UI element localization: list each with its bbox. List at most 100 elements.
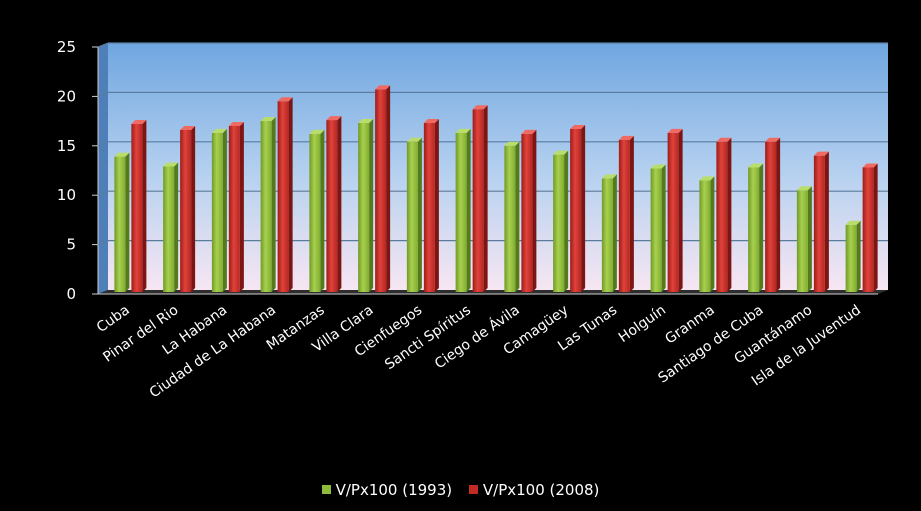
gridline-side: [97, 190, 109, 196]
bar-top: [423, 119, 439, 124]
bar-top: [131, 120, 147, 125]
legend-label-1993: V/Px100 (1993): [335, 481, 453, 499]
bar-side: [417, 137, 422, 292]
legend: V/Px100 (1993) V/Px100 (2008): [0, 481, 921, 499]
bars-group: [114, 85, 878, 293]
bar-side: [483, 105, 488, 292]
x-category-label: Cuba: [94, 302, 133, 336]
bar-2008: [326, 120, 338, 293]
gridline-side: [97, 141, 109, 147]
bar-2008: [716, 141, 728, 292]
bar-1993: [211, 132, 223, 292]
bar-side: [288, 97, 293, 293]
plot-floor: [98, 290, 888, 294]
bar-side: [678, 128, 683, 292]
bar-2008: [765, 141, 777, 292]
legend-swatch-2008: [468, 485, 478, 494]
bar-side: [727, 137, 732, 292]
gridline-side: [97, 240, 109, 246]
bar-side: [369, 119, 374, 292]
bar-side: [337, 116, 342, 293]
bar-1993: [601, 178, 613, 292]
bar-1993: [455, 132, 467, 292]
bar-1993: [650, 168, 662, 292]
bar-top: [765, 137, 781, 142]
bar-top: [716, 137, 732, 142]
bar-side: [824, 151, 829, 292]
legend-item-1993: V/Px100 (1993): [321, 481, 453, 499]
bar-2008: [423, 123, 435, 292]
bar-side: [515, 141, 520, 292]
bar-top: [260, 117, 276, 122]
bar-2008: [277, 101, 289, 293]
bar-top: [358, 119, 374, 124]
bar-2008: [472, 109, 484, 292]
gridline-side: [97, 42, 109, 48]
bar-top: [813, 151, 829, 156]
plot-side-wall: [98, 43, 108, 294]
bar-2008: [618, 139, 630, 292]
x-category-label: Sancti Spíritus: [382, 302, 474, 373]
bar-2008: [570, 128, 582, 292]
bar-top: [601, 174, 617, 179]
y-axis-ticks: 0 5 10 15 20 25: [57, 38, 98, 303]
bar-side: [386, 85, 391, 292]
bar-side: [807, 186, 812, 292]
bar-side: [239, 121, 244, 292]
bar-top: [862, 163, 878, 168]
bar-top: [309, 129, 325, 134]
bar-top: [114, 152, 130, 157]
y-tick-label: 5: [66, 236, 76, 254]
bar-top: [618, 135, 634, 140]
bar-side: [191, 125, 196, 292]
bar-side: [434, 119, 439, 292]
bar-top: [472, 105, 488, 110]
bar-side: [629, 135, 634, 292]
bar-side: [320, 129, 325, 292]
bar-1993: [358, 123, 370, 292]
bar-side: [532, 129, 537, 292]
bar-1993: [260, 121, 272, 292]
bar-side: [710, 176, 715, 292]
bar-side: [776, 137, 781, 292]
bar-2008: [180, 129, 192, 292]
bar-1993: [309, 133, 321, 292]
bar-top: [570, 124, 586, 129]
bar-top: [455, 128, 471, 133]
bar-side: [612, 174, 617, 292]
bar-2008: [521, 133, 533, 292]
bar-side: [125, 152, 130, 292]
bar-top: [375, 85, 391, 90]
bar-top: [406, 137, 422, 142]
bar-side: [271, 117, 276, 292]
bar-top: [277, 97, 293, 102]
bar-top: [796, 186, 812, 191]
bar-top: [163, 162, 179, 167]
bar-side: [856, 220, 861, 292]
gridline-side: [97, 91, 109, 97]
bar-side: [661, 164, 666, 292]
x-category-label: Holguín: [616, 302, 669, 346]
legend-item-2008: V/Px100 (2008): [468, 481, 600, 499]
bar-1993: [699, 180, 711, 292]
bar-top: [326, 116, 342, 121]
bar-top: [521, 129, 537, 134]
bar-2008: [375, 89, 387, 292]
y-tick-label: 20: [57, 87, 76, 105]
bar-1993: [406, 141, 418, 292]
bar-1993: [163, 166, 175, 292]
bar-top: [504, 141, 520, 146]
bar-top: [228, 121, 244, 126]
bar-side: [581, 124, 586, 293]
bar-top: [845, 220, 861, 225]
bar-top: [650, 164, 666, 169]
bar-side: [873, 163, 878, 292]
bar-2008: [667, 132, 679, 292]
bar-1993: [748, 167, 760, 292]
bar-1993: [796, 190, 808, 292]
bar-top: [699, 176, 715, 181]
y-tick-label: 25: [57, 38, 76, 56]
legend-label-2008: V/Px100 (2008): [482, 481, 600, 499]
